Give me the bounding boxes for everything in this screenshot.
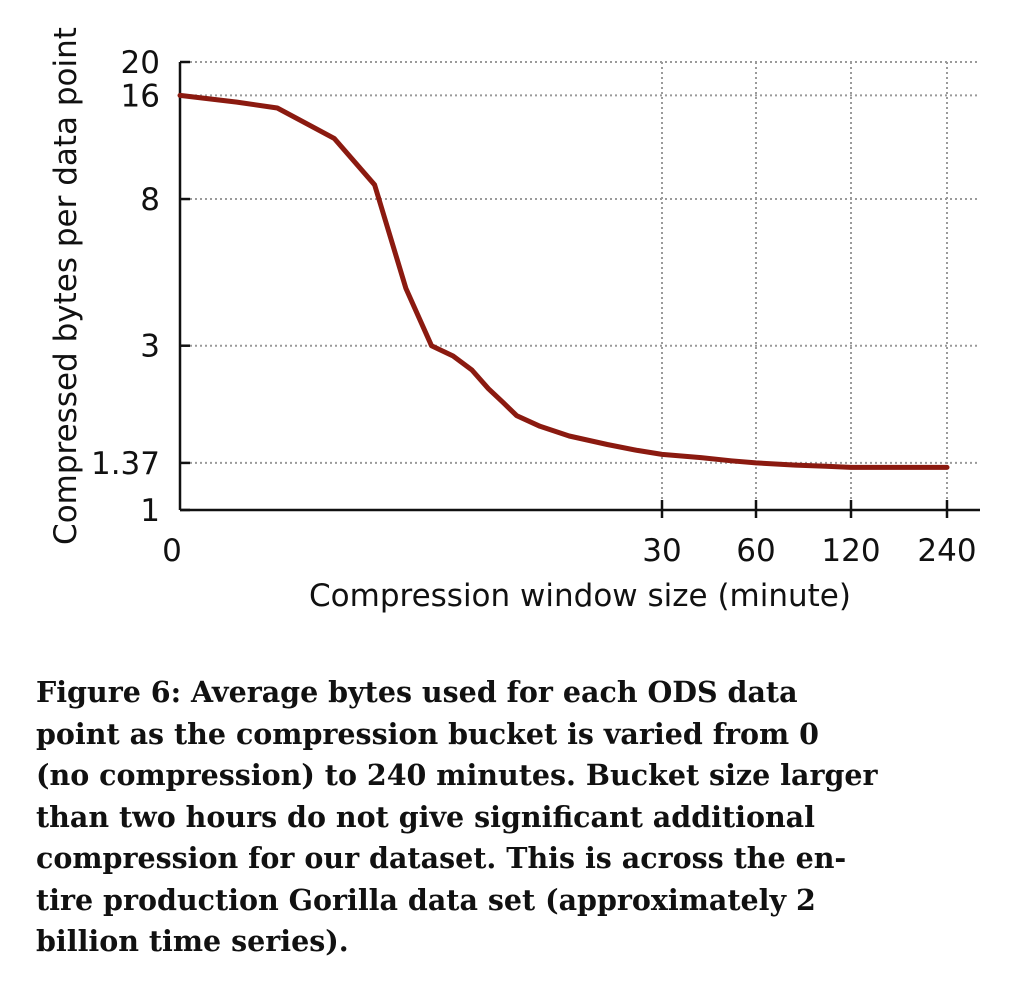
axes (178, 62, 980, 512)
caption-line: billion time series). (36, 924, 349, 958)
y-tick-label: 8 (140, 182, 160, 218)
caption-line: (no compression) to 240 minutes. Bucket … (36, 758, 878, 792)
caption-line: than two hours do not give significant a… (36, 799, 815, 834)
y-axis-label: Compressed bytes per data point (48, 27, 84, 545)
x-tick-label: 60 (736, 533, 775, 569)
caption-line: tire production Gorilla data set (approx… (36, 882, 816, 917)
x-tick-label: 30 (642, 533, 681, 569)
caption-line: point as the compression bucket is varie… (36, 716, 819, 751)
x-tick-label: 120 (821, 533, 880, 569)
y-tick-label: 1.37 (91, 446, 160, 482)
x-axis-label: Compression window size (minute) (309, 578, 851, 614)
figure-caption: Figure 6: Average bytes used for each OD… (36, 672, 982, 963)
y-tick-label: 20 (121, 45, 160, 81)
x-axis-ticks: 0 30 60 120 240 (162, 500, 977, 569)
caption-line: compression for our dataset. This is acr… (36, 841, 847, 875)
x-tick-label: 240 (917, 533, 976, 569)
data-series (177, 92, 950, 470)
x-tick-label: 0 (162, 533, 182, 569)
y-tick-label: 16 (121, 78, 160, 114)
y-tick-label: 1 (140, 493, 160, 529)
y-tick-label: 3 (140, 329, 160, 365)
grid-lines (180, 61, 980, 510)
series-line (177, 92, 950, 470)
caption-line: Figure 6: Average bytes used for each OD… (36, 675, 798, 709)
